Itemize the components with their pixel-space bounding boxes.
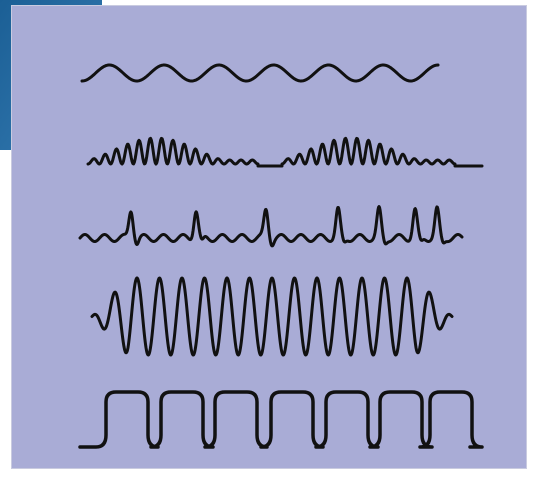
high-amplitude-oscillation xyxy=(90,276,454,357)
sine-wave xyxy=(80,63,440,83)
modulated-spindle-burst-wave xyxy=(86,136,484,168)
sharp-spike-wave xyxy=(78,205,464,248)
rounded-square-wave xyxy=(78,390,484,449)
corner-accent-shape xyxy=(0,0,102,150)
